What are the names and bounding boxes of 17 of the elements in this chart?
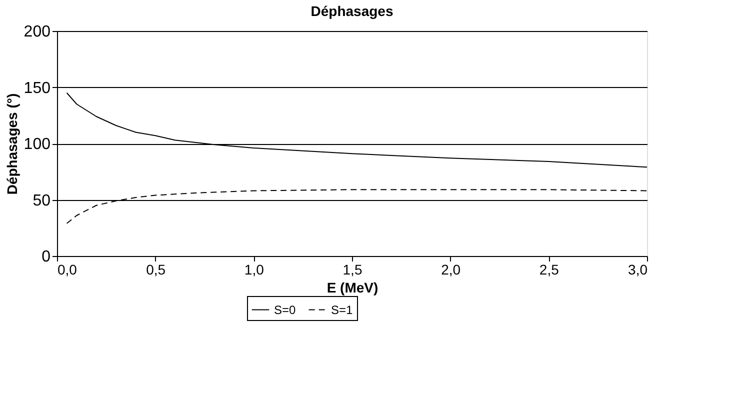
x-tick-label: 3,0 [628,262,648,278]
x-axis-title: E (MeV) [326,280,378,296]
y-tick-label: 0 [42,248,51,266]
y-axis-title: Déphasages (°) [4,93,20,195]
chart-title: Déphasages [310,3,394,19]
x-tick-label: 2,5 [539,262,560,278]
y-tick-label: 100 [24,136,51,153]
x-tick-label: 0,5 [146,262,166,278]
x-tick-label: 1,0 [244,262,264,278]
legend-label: S=1 [331,302,354,317]
x-tick-label: 2,0 [441,262,461,278]
x-tick-label: 0,0 [58,262,78,278]
y-tick-label: 200 [24,24,51,40]
y-tick-label: 150 [24,80,51,97]
x-tick-label: 1,5 [342,262,362,278]
legend-label: S=0 [274,302,296,317]
y-tick-label: 50 [32,192,51,210]
